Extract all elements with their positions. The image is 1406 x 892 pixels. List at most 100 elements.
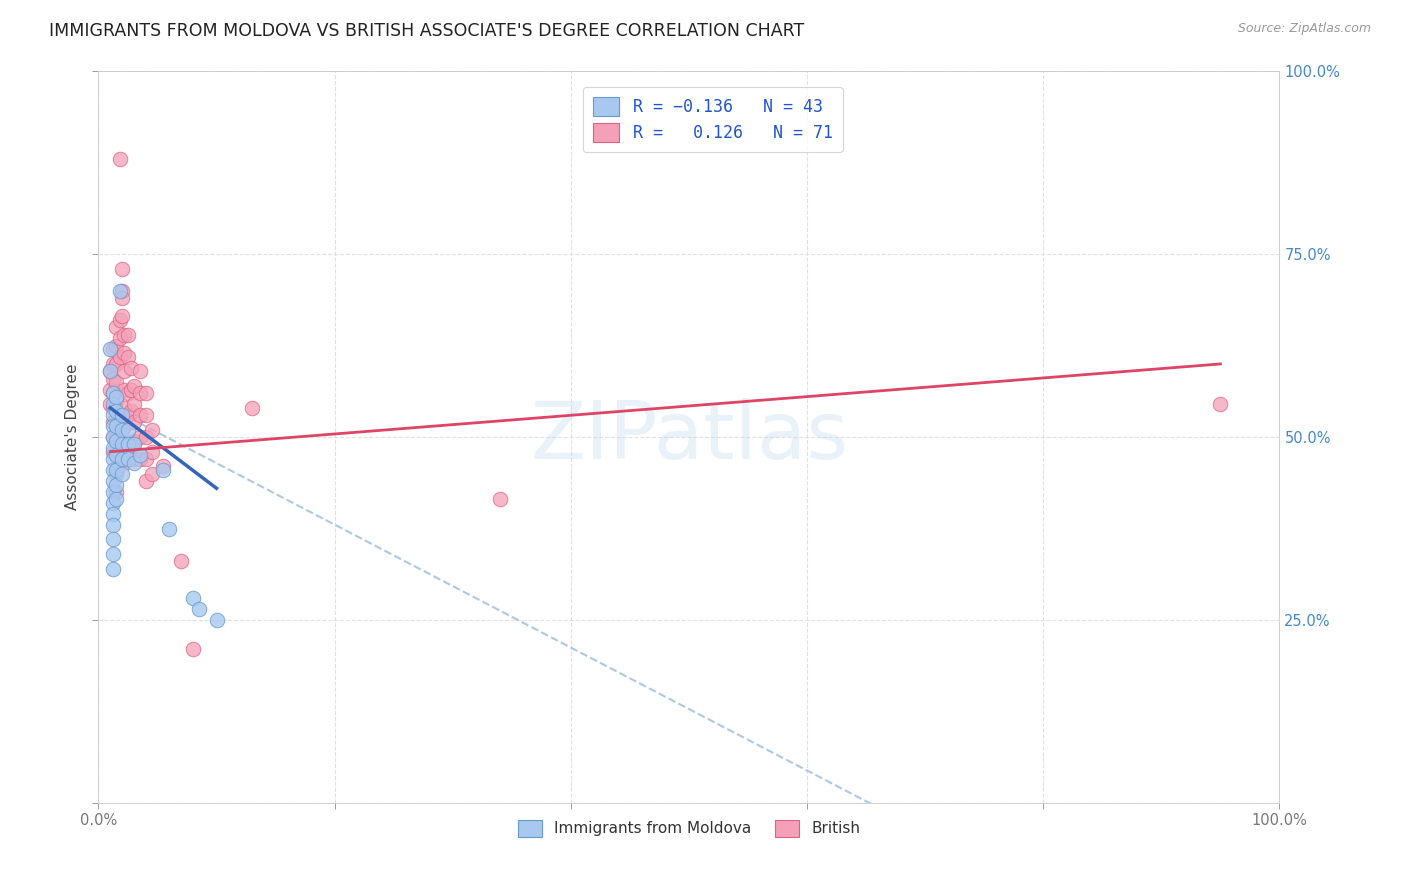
Point bbox=[105, 393, 128, 408]
Point bbox=[141, 444, 163, 458]
Point bbox=[108, 284, 131, 298]
Point bbox=[117, 327, 139, 342]
Point bbox=[101, 441, 124, 455]
Point bbox=[101, 386, 124, 401]
Point bbox=[101, 419, 124, 434]
Point bbox=[121, 383, 143, 397]
Point bbox=[101, 562, 124, 576]
Point bbox=[101, 343, 124, 357]
Point bbox=[105, 338, 128, 352]
Point bbox=[141, 423, 163, 437]
Point bbox=[105, 430, 128, 444]
Point bbox=[101, 430, 124, 444]
Point bbox=[105, 448, 128, 462]
Point bbox=[117, 452, 139, 467]
Point bbox=[122, 379, 145, 393]
Point bbox=[105, 412, 128, 426]
Point bbox=[117, 408, 139, 422]
Point bbox=[105, 390, 128, 404]
Point bbox=[187, 602, 209, 616]
Point bbox=[101, 485, 124, 500]
Point bbox=[111, 437, 134, 451]
Point bbox=[101, 474, 124, 488]
Point bbox=[111, 467, 134, 481]
Point bbox=[98, 397, 121, 411]
Point bbox=[105, 485, 128, 500]
Point bbox=[101, 507, 124, 521]
Point bbox=[105, 434, 128, 448]
Point bbox=[101, 416, 124, 430]
Point bbox=[128, 408, 150, 422]
Point bbox=[101, 397, 124, 411]
Point bbox=[108, 331, 131, 345]
Point bbox=[105, 467, 128, 481]
Point bbox=[101, 386, 124, 401]
Point bbox=[105, 357, 128, 371]
Point bbox=[128, 430, 150, 444]
Point bbox=[128, 364, 150, 378]
Point bbox=[101, 408, 124, 422]
Point bbox=[112, 437, 135, 451]
Point bbox=[101, 496, 124, 510]
Point bbox=[122, 452, 145, 467]
Point bbox=[101, 444, 124, 458]
Point bbox=[135, 408, 157, 422]
Point bbox=[240, 401, 263, 415]
Point bbox=[111, 291, 134, 305]
Point bbox=[112, 456, 135, 470]
Point bbox=[112, 346, 135, 360]
Point bbox=[98, 383, 121, 397]
Point bbox=[101, 547, 124, 561]
Point bbox=[105, 477, 128, 491]
Y-axis label: Associate's Degree: Associate's Degree bbox=[65, 364, 80, 510]
Point bbox=[105, 419, 128, 434]
Point bbox=[117, 386, 139, 401]
Point bbox=[105, 448, 128, 462]
Point bbox=[181, 642, 204, 657]
Point bbox=[122, 437, 145, 451]
Point bbox=[157, 521, 180, 535]
Point bbox=[105, 376, 128, 390]
Point bbox=[135, 430, 157, 444]
Point bbox=[121, 360, 143, 375]
Point bbox=[112, 364, 135, 378]
Point bbox=[170, 554, 193, 568]
Point bbox=[121, 404, 143, 418]
Text: Source: ZipAtlas.com: Source: ZipAtlas.com bbox=[1237, 22, 1371, 36]
Point bbox=[101, 371, 124, 385]
Point bbox=[112, 419, 135, 434]
Point bbox=[101, 430, 124, 444]
Point bbox=[122, 397, 145, 411]
Point bbox=[117, 350, 139, 364]
Legend: Immigrants from Moldova, British: Immigrants from Moldova, British bbox=[509, 811, 869, 847]
Point bbox=[105, 320, 128, 334]
Point bbox=[117, 437, 139, 451]
Text: IMMIGRANTS FROM MOLDOVA VS BRITISH ASSOCIATE'S DEGREE CORRELATION CHART: IMMIGRANTS FROM MOLDOVA VS BRITISH ASSOC… bbox=[49, 22, 804, 40]
Point bbox=[105, 404, 128, 418]
Point bbox=[205, 613, 228, 627]
Point bbox=[135, 386, 157, 401]
Point bbox=[101, 452, 124, 467]
Point bbox=[108, 350, 131, 364]
Point bbox=[122, 434, 145, 448]
Point bbox=[105, 492, 128, 507]
Point bbox=[141, 467, 163, 481]
Point bbox=[98, 364, 121, 378]
Point bbox=[101, 463, 124, 477]
Point bbox=[111, 310, 134, 324]
Point bbox=[128, 386, 150, 401]
Point bbox=[105, 463, 128, 477]
Point bbox=[108, 313, 131, 327]
Point bbox=[135, 452, 157, 467]
Point bbox=[111, 261, 134, 276]
Point bbox=[111, 284, 134, 298]
Point bbox=[101, 401, 124, 415]
Point bbox=[111, 423, 134, 437]
Point bbox=[152, 459, 174, 474]
Text: ZIPatlas: ZIPatlas bbox=[530, 398, 848, 476]
Point bbox=[135, 474, 157, 488]
Point bbox=[112, 383, 135, 397]
Point bbox=[122, 456, 145, 470]
Point bbox=[101, 357, 124, 371]
Point bbox=[489, 492, 512, 507]
